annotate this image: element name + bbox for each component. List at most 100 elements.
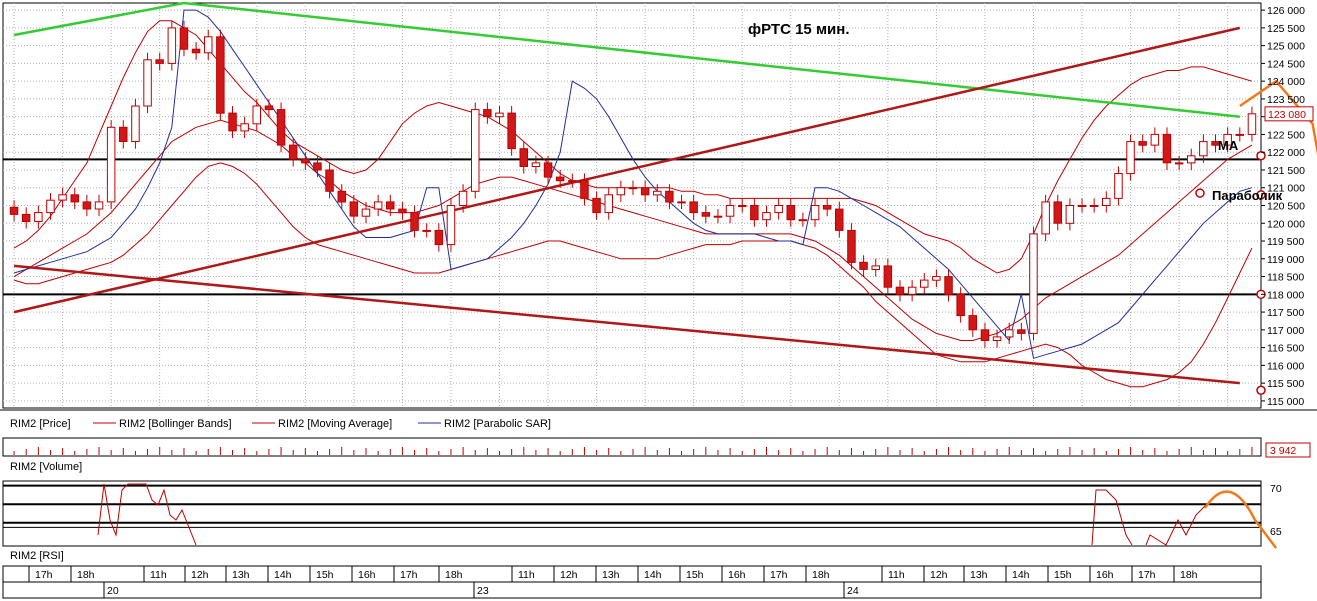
- price-tick-label: 118 000: [1267, 289, 1304, 301]
- price-tick-label: 115 500: [1267, 378, 1304, 390]
- candle: [677, 201, 686, 204]
- candle: [774, 205, 783, 214]
- candle: [398, 208, 407, 214]
- candle: [653, 190, 662, 196]
- candle: [191, 48, 201, 54]
- candle: [859, 261, 868, 270]
- price-tick-label: 123 500: [1267, 94, 1305, 106]
- candle: [313, 162, 322, 171]
- volume-title: RIM2 [Volume]: [10, 461, 82, 473]
- candle: [555, 176, 565, 182]
- time-tick-label: 17h: [1138, 569, 1156, 581]
- candle: [580, 180, 589, 199]
- candle: [46, 199, 55, 214]
- price-tick-label: 124 000: [1267, 76, 1305, 88]
- candle: [543, 162, 553, 178]
- candle: [980, 329, 990, 341]
- candle: [119, 126, 128, 143]
- chart-title: фРТС 15 мин.: [748, 21, 850, 38]
- candle: [665, 190, 674, 203]
- rsi-line-left: [97, 483, 197, 546]
- candle: [1162, 133, 1172, 164]
- candle: [835, 208, 844, 231]
- candle: [907, 286, 917, 295]
- price-tick-label: 124 500: [1267, 58, 1305, 70]
- rsi-tick-65: 65: [1270, 526, 1282, 538]
- time-tick-label: 13h: [970, 569, 988, 581]
- legend-bollinger: RIM2 [Bollinger Bands]: [119, 418, 232, 430]
- candle: [1114, 173, 1123, 199]
- candle: [1029, 233, 1038, 334]
- price-tick-label: 120 500: [1267, 201, 1305, 213]
- legend-price: RIM2 [Price]: [10, 418, 71, 430]
- time-tick-label: 11h: [150, 569, 167, 581]
- candle: [1223, 133, 1232, 146]
- time-tick-label: 13h: [602, 569, 620, 581]
- price-tick-label: 116 500: [1267, 343, 1304, 355]
- candle: [1053, 201, 1062, 224]
- candle: [616, 187, 626, 196]
- candle: [9, 206, 19, 215]
- time-tick-label: 17h: [35, 569, 53, 581]
- candle: [895, 286, 905, 295]
- rsi-title: RIM2 [RSI]: [10, 550, 64, 562]
- time-tick-label: 16h: [728, 569, 746, 581]
- candle: [762, 212, 771, 221]
- candle: [725, 205, 735, 217]
- time-tick-label: 14h: [274, 569, 292, 581]
- candle: [410, 212, 419, 231]
- candle: [689, 201, 698, 214]
- candle: [810, 205, 820, 221]
- price-tick-label: 119 000: [1267, 254, 1304, 266]
- candle: [750, 205, 759, 221]
- time-tick-label: 12h: [930, 569, 948, 581]
- candle: [483, 109, 492, 118]
- price-tick-label: 122 000: [1267, 147, 1305, 159]
- candle: [1077, 205, 1087, 207]
- time-tick-label: 17h: [770, 569, 788, 581]
- time-tick-label: 18h: [445, 569, 463, 581]
- candle: [1005, 329, 1014, 338]
- price-tick-label: 126 000: [1267, 5, 1305, 17]
- candle: [471, 109, 480, 192]
- time-tick-label: 16h: [1096, 569, 1114, 581]
- candle: [992, 336, 1002, 341]
- candle: [798, 219, 808, 222]
- time-tick-label: 11h: [888, 569, 905, 581]
- candle: [1187, 155, 1196, 164]
- candle: [82, 201, 92, 210]
- candle: [446, 205, 456, 246]
- price-tick-label: 121 500: [1267, 165, 1305, 177]
- day-label: 20: [107, 585, 119, 597]
- candle: [21, 213, 31, 222]
- falling-trend-line: [13, 264, 1240, 385]
- time-tick-label: 12h: [191, 569, 209, 581]
- sar-marker: [1256, 190, 1266, 200]
- candle: [640, 187, 650, 196]
- rsi-grid: [3, 484, 1261, 528]
- volume-panel: [2, 437, 1262, 457]
- candle: [592, 197, 601, 214]
- candle: [871, 265, 880, 270]
- low-marker: [1256, 385, 1266, 395]
- candle: [1065, 205, 1075, 224]
- candle: [944, 276, 953, 295]
- candle: [1211, 141, 1220, 146]
- rsi-line-right: [1091, 489, 1133, 546]
- candle: [628, 187, 638, 190]
- candle: [264, 105, 274, 111]
- time-tick-label: 18h: [77, 569, 95, 581]
- time-tick-label: 11h: [518, 569, 535, 581]
- candle: [458, 190, 468, 207]
- volume-bars: [13, 447, 1253, 455]
- price-tick-label: 116 000: [1267, 360, 1304, 372]
- candle: [1126, 141, 1135, 175]
- candle: [701, 212, 711, 217]
- candle: [507, 112, 516, 150]
- candle: [713, 215, 723, 218]
- legend-sar: RIM2 [Parabolic SAR]: [444, 418, 551, 430]
- candle: [216, 36, 225, 114]
- candle: [167, 27, 177, 64]
- candle: [920, 279, 929, 288]
